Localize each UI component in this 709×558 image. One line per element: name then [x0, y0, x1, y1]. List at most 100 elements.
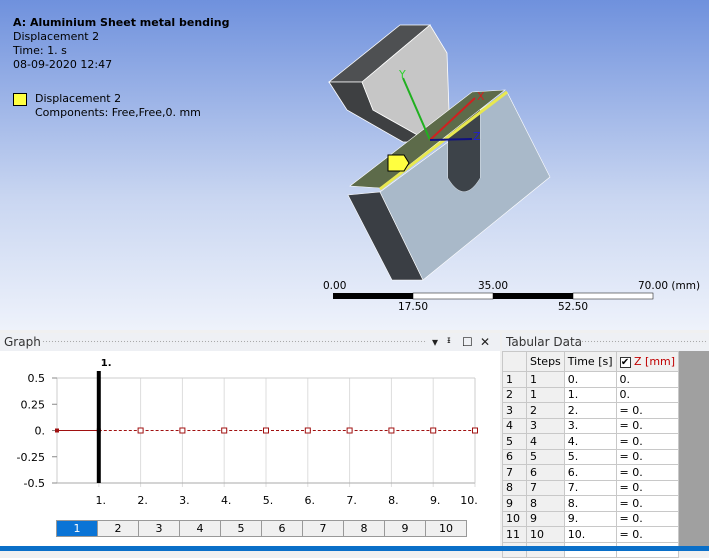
close-icon[interactable]: ✕ [480, 335, 491, 349]
legend: Displacement 2 Components: Free,Free,0. … [13, 92, 201, 120]
table-cell[interactable]: = 0. [615, 402, 680, 419]
step-tab[interactable]: 5 [220, 520, 262, 537]
table-cell[interactable]: 1. [563, 386, 617, 403]
table-cell[interactable]: 6. [563, 464, 617, 481]
x-tick-label: 7. [346, 494, 357, 507]
table-cell[interactable]: 9. [563, 510, 617, 527]
data-point [472, 427, 478, 434]
data-point [179, 427, 186, 434]
scale-label: 0.00 [323, 280, 347, 292]
table-cell[interactable]: 5 [526, 448, 565, 465]
y-axis-label: Y [398, 68, 406, 81]
3d-viewport[interactable]: A: Aluminium Sheet metal bending Displac… [0, 0, 709, 330]
time-marker-label: 1. [101, 358, 112, 369]
header-time[interactable]: Time [s] [563, 351, 617, 372]
table-cell[interactable]: 9 [526, 510, 565, 527]
table-cell[interactable]: 4 [526, 433, 565, 450]
status-bar [0, 546, 709, 551]
step-tab[interactable]: 7 [302, 520, 344, 537]
table-cell[interactable]: 8 [502, 479, 527, 496]
scale-label: 70.00 (mm) [638, 280, 701, 292]
maximize-icon[interactable]: ☐ [462, 335, 473, 349]
table-row: 8 7 7. = 0. [502, 479, 680, 496]
step-tab[interactable]: 10 [425, 520, 467, 537]
legend-swatch [13, 93, 27, 106]
table-cell[interactable]: 7. [563, 479, 617, 496]
y-tick-label: 0. [35, 425, 46, 438]
x-tick-label: 4. [221, 494, 232, 507]
table-cell[interactable]: 4. [563, 433, 617, 450]
model-geometry[interactable]: Y X Z [0, 0, 709, 330]
table-cell[interactable]: 2 [526, 402, 565, 419]
table-cell[interactable]: 1 [526, 386, 565, 403]
table-cell[interactable]: 6 [502, 448, 527, 465]
step-tab[interactable]: 1 [56, 520, 98, 537]
table-cell[interactable]: 1 [526, 371, 565, 388]
table-cell[interactable]: 0. [563, 371, 617, 388]
table-cell[interactable]: 8. [563, 495, 617, 512]
x-tick-label: 9. [430, 494, 441, 507]
table-cell[interactable]: 7 [526, 479, 565, 496]
table-cell[interactable]: = 0. [615, 433, 680, 450]
x-axis-arrow [429, 97, 476, 141]
table-cell[interactable]: = 0. [615, 495, 680, 512]
step-tab[interactable]: 6 [261, 520, 303, 537]
table-cell[interactable]: = 0. [615, 526, 680, 543]
x-tick-label: 10. [460, 494, 478, 507]
table-cell[interactable]: 3 [502, 402, 527, 419]
scale-label: 35.00 [478, 280, 509, 292]
table-cell[interactable]: 5 [502, 433, 527, 450]
table-cell[interactable]: 0. [615, 386, 680, 403]
x-tick-label: 8. [388, 494, 399, 507]
step-tab[interactable]: 9 [384, 520, 426, 537]
step-tab[interactable]: 8 [343, 520, 385, 537]
table-cell[interactable]: 11 [502, 526, 527, 543]
table-cell[interactable]: 4 [502, 417, 527, 434]
data-point [430, 427, 437, 434]
table-cell[interactable]: 3. [563, 417, 617, 434]
table-row: 7 6 6. = 0. [502, 464, 680, 481]
data-point [221, 427, 228, 434]
table-cell[interactable]: 0. [615, 371, 680, 388]
dropdown-icon[interactable]: ▾ [432, 335, 439, 349]
pin-icon[interactable]: ᵻ [447, 335, 451, 346]
header-z[interactable]: ✔ Z [mm] [615, 351, 680, 372]
model-title: A: Aluminium Sheet metal bending [13, 16, 230, 29]
table-cell[interactable]: = 0. [615, 479, 680, 496]
checkbox-z[interactable]: ✔ [619, 356, 631, 368]
table-cell[interactable]: = 0. [615, 464, 680, 481]
data-point [304, 427, 311, 434]
y-tick-label: -0.5 [24, 477, 45, 490]
chart[interactable]: 0.5 0.25 0. -0.25 -0.5 1. 2. 3. 4. 5. 6. 7. 8. 9. 10. 1… [0, 351, 500, 546]
tabular-title: Tabular Data [506, 335, 583, 349]
table-cell[interactable]: 7 [502, 464, 527, 481]
table-cell[interactable]: 10. [563, 526, 617, 543]
step-tab[interactable]: 3 [138, 520, 180, 537]
x-tick-label: 6. [305, 494, 316, 507]
table-cell[interactable]: = 0. [615, 448, 680, 465]
table-cell[interactable]: 2. [563, 402, 617, 419]
table-cell[interactable]: 1 [502, 371, 527, 388]
table-cell[interactable]: = 0. [615, 510, 680, 527]
table-cell[interactable]: 10 [526, 526, 565, 543]
table-cell[interactable]: 10 [502, 510, 527, 527]
graph-panel: 0.5 0.25 0. -0.25 -0.5 1. 2. 3. 4. 5. 6. 7. 8. 9. 10. 1… [0, 351, 500, 546]
table-cell[interactable]: = 0. [615, 417, 680, 434]
table-row: 3 2 2. = 0. [502, 402, 680, 419]
table-cell[interactable]: 8 [526, 495, 565, 512]
tabular-data-table: Steps Time [s] ✔ Z [mm] 1 1 0. 0. 2 1 1. 0. 3 2 2.… [502, 351, 680, 558]
step-tabs: 1 2 3 4 5 6 7 8 9 10 [56, 520, 467, 537]
result-time: Time: 1. s [13, 44, 67, 57]
table-cell[interactable]: 3 [526, 417, 565, 434]
step-tab[interactable]: 4 [179, 520, 221, 537]
table-cell[interactable]: 9 [502, 495, 527, 512]
table-row: 4 3 3. = 0. [502, 417, 680, 434]
table-cell[interactable]: 5. [563, 448, 617, 465]
table-row: 2 1 1. 0. [502, 386, 680, 403]
table-header-row: Steps Time [s] ✔ Z [mm] [502, 351, 680, 372]
tabular-header: Tabular Data [502, 333, 709, 351]
table-cell[interactable]: 2 [502, 386, 527, 403]
table-cell[interactable]: 6 [526, 464, 565, 481]
step-tab[interactable]: 2 [97, 520, 139, 537]
header-steps[interactable]: Steps [526, 351, 565, 372]
